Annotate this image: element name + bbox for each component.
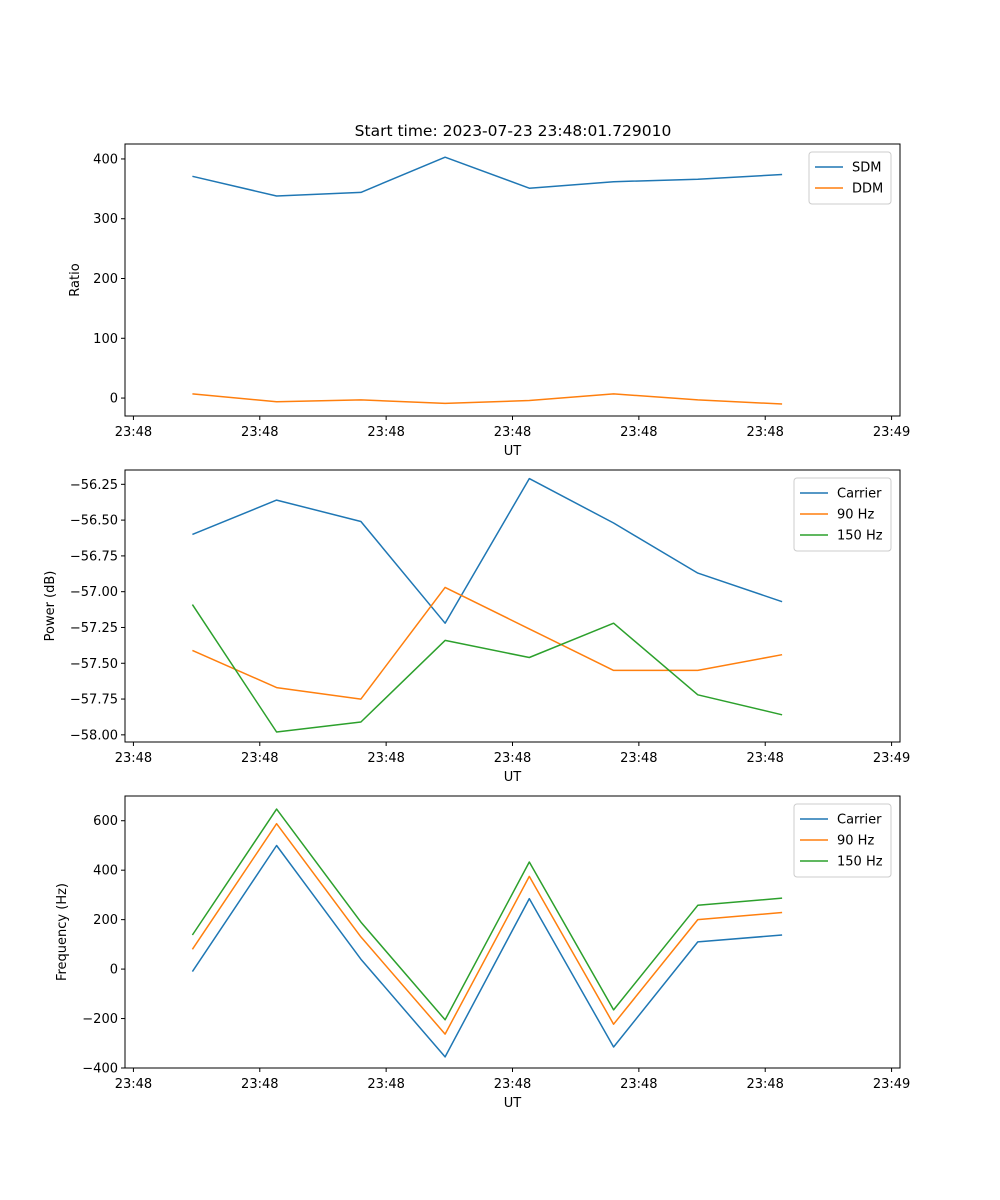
- series-line-150-hz: [191, 808, 783, 1021]
- subplot-3: 23:48 23:48 23:48 23:48 23:48 23:48 23:49 −400 −…: [55, 795, 910, 1111]
- series-line-sdm: [192, 156, 783, 197]
- legend-box: [793, 477, 892, 552]
- x-axis-label: UT: [504, 770, 522, 785]
- series-line-ddm: [192, 393, 783, 405]
- legend-label: 150 Hz: [837, 855, 883, 870]
- y-tick-label: 0: [110, 392, 118, 407]
- legend-label: Carrier: [837, 487, 882, 502]
- x-axis-label: UT: [504, 444, 522, 459]
- x-tick-label: 23:48: [620, 1077, 657, 1092]
- y-tick-label: −400: [82, 1062, 118, 1077]
- x-tick-label: 23:48: [367, 751, 404, 766]
- x-tick-label: 23:48: [367, 1077, 404, 1092]
- series-line-carrier: [192, 477, 783, 624]
- x-tick-label: 23:48: [620, 751, 657, 766]
- legend-label: 150 Hz: [837, 529, 883, 544]
- legend: SDM DDM: [808, 151, 892, 205]
- x-tick-label: 23:48: [494, 425, 531, 440]
- legend: Carrier 90 Hz 150 Hz: [793, 477, 892, 552]
- x-tick-label: 23:48: [115, 425, 152, 440]
- x-tick-label: 23:48: [494, 1077, 531, 1092]
- legend-label: SDM: [852, 161, 881, 176]
- x-tick-label: 23:48: [494, 751, 531, 766]
- y-tick-label: 200: [93, 913, 118, 928]
- y-tick-label: −56.75: [70, 549, 118, 564]
- y-tick-label: −56.50: [70, 514, 118, 529]
- series-line-90-hz: [191, 822, 783, 1035]
- x-tick-label: 23:48: [115, 1077, 152, 1092]
- legend-label: 90 Hz: [837, 508, 874, 523]
- y-tick-label: 300: [93, 212, 118, 227]
- x-tick-label: 23:48: [241, 425, 278, 440]
- y-tick-label: 200: [93, 272, 118, 287]
- series-line-carrier: [191, 844, 783, 1058]
- y-axis-label: Power (dB): [43, 571, 58, 642]
- y-tick-label: −200: [82, 1012, 118, 1027]
- y-tick-label: 400: [93, 152, 118, 167]
- x-tick-label: 23:49: [873, 1077, 910, 1092]
- y-tick-label: 0: [110, 963, 118, 978]
- y-tick-label: −57.00: [70, 585, 118, 600]
- y-tick-label: −58.00: [70, 728, 118, 743]
- x-tick-label: 23:49: [873, 751, 910, 766]
- subplot-1: 23:48 23:48 23:48 23:48 23:48 23:48 23:49 0 100 2…: [68, 143, 910, 459]
- axes-frame: [124, 795, 901, 1069]
- legend-label: DDM: [852, 182, 883, 197]
- figure-title: Start time: 2023-07-23 23:48:01.729010: [355, 122, 672, 140]
- y-axis-label: Frequency (Hz): [55, 883, 70, 981]
- legend-label: 90 Hz: [837, 834, 874, 849]
- y-tick-label: −57.50: [70, 657, 118, 672]
- y-tick-label: 100: [93, 332, 118, 347]
- x-tick-label: 23:49: [873, 425, 910, 440]
- y-tick-label: −57.25: [70, 621, 118, 636]
- x-tick-label: 23:48: [241, 751, 278, 766]
- x-tick-label: 23:48: [746, 751, 783, 766]
- x-tick-label: 23:48: [746, 1077, 783, 1092]
- legend-label: Carrier: [837, 813, 882, 828]
- series-line-150-hz: [191, 604, 783, 733]
- x-tick-label: 23:48: [620, 425, 657, 440]
- legend-box: [793, 803, 892, 878]
- subplot-2: 23:48 23:48 23:48 23:48 23:48 23:48 23:49 −58.0…: [43, 469, 910, 785]
- x-tick-label: 23:48: [115, 751, 152, 766]
- x-axis-label: UT: [504, 1096, 522, 1111]
- axes-frame: [124, 469, 901, 743]
- y-axis-label: Ratio: [68, 263, 83, 296]
- legend: Carrier 90 Hz 150 Hz: [793, 803, 892, 878]
- x-tick-label: 23:48: [746, 425, 783, 440]
- y-tick-label: 600: [93, 814, 118, 829]
- y-tick-label: −56.25: [70, 478, 118, 493]
- x-tick-label: 23:48: [367, 425, 404, 440]
- y-tick-label: −57.75: [70, 693, 118, 708]
- y-tick-label: 400: [93, 864, 118, 879]
- x-tick-label: 23:48: [241, 1077, 278, 1092]
- series-line-90-hz: [192, 586, 783, 700]
- legend-box: [808, 151, 892, 205]
- axes-frame: [124, 143, 901, 417]
